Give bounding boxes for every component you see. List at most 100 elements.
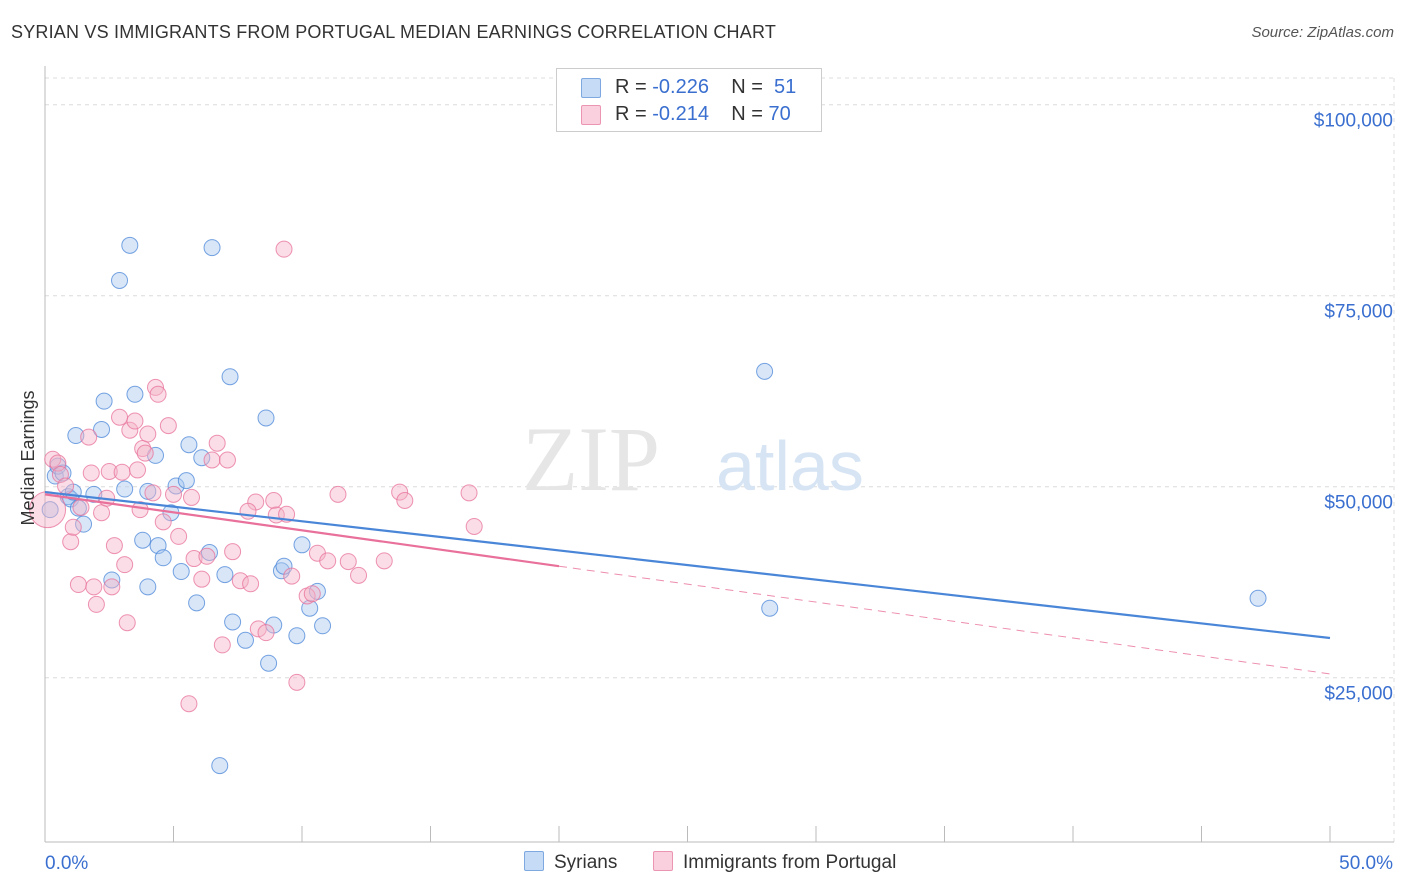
portugal-point	[139, 425, 157, 443]
syrian-point	[761, 599, 779, 617]
data-points	[29, 236, 1267, 775]
syrian-point	[67, 427, 85, 445]
portugal-point	[159, 417, 177, 435]
syrian-point	[126, 385, 144, 403]
portugal-point	[396, 491, 414, 509]
portugal-point	[62, 533, 80, 551]
portugal-point	[288, 673, 306, 691]
watermark-zip: ZIP	[522, 408, 660, 510]
y-tick-label: $75,000	[1324, 302, 1393, 323]
syrian-point	[154, 549, 172, 567]
portugal-point	[182, 488, 200, 506]
portugal-point	[283, 567, 301, 585]
watermark-atlas: atlas	[716, 427, 864, 505]
portugal-point	[154, 513, 172, 531]
portugal-point	[350, 566, 368, 584]
portugal-point	[257, 624, 275, 642]
portugal-point	[103, 578, 121, 596]
syrian-point	[216, 566, 234, 584]
portugal-point	[185, 550, 203, 568]
legend-r-label: R =	[615, 103, 647, 125]
portugal-point	[391, 483, 409, 501]
portugal-point	[82, 464, 100, 482]
portugal-point	[265, 491, 283, 509]
syrian-point	[272, 562, 290, 580]
portugal-point	[218, 451, 236, 469]
legend-n-value: 51	[774, 76, 797, 98]
portugal-point	[105, 537, 123, 555]
syrian-point	[221, 368, 239, 386]
portugal-point	[249, 620, 267, 638]
portugal-point	[198, 547, 216, 565]
syrian-point	[121, 236, 139, 254]
portugal-point	[129, 461, 147, 479]
portugal-point	[69, 576, 87, 594]
syrian-point	[172, 563, 190, 581]
portugal-point	[87, 595, 105, 613]
portugal-point	[208, 434, 226, 452]
tick-labels: $25,000 $50,000 $75,000 $100,000 0.0% 50.0%	[45, 111, 1393, 874]
syrian-point	[236, 631, 254, 649]
portugal-point	[147, 378, 165, 396]
portugal-point	[213, 636, 231, 654]
syrian-point	[756, 362, 774, 380]
portugal-point	[465, 517, 483, 535]
legend-r-value: -0.226	[652, 76, 709, 98]
portugal-point	[118, 614, 136, 632]
portugal-point	[165, 485, 182, 503]
syrian-point	[188, 594, 206, 612]
portugal-point	[100, 462, 118, 480]
source-label: Source: ZipAtlas.com	[1251, 24, 1394, 41]
x-tick-label-max: 50.0%	[1339, 853, 1393, 874]
portugal-point	[375, 552, 393, 570]
syrian-point	[139, 578, 157, 596]
portugal-point	[460, 484, 478, 502]
bottom-legend-label-portugal: Immigrants from Portugal	[683, 852, 897, 873]
portugal-point	[224, 543, 242, 561]
portugal-point	[80, 428, 98, 446]
portugal-point	[121, 421, 139, 439]
x-tick-label-min: 0.0%	[45, 853, 88, 874]
portugal-point	[144, 484, 162, 502]
syrian-point	[103, 571, 121, 589]
portugal-point	[329, 485, 347, 503]
portugal-point	[116, 556, 134, 574]
trend-lines	[44, 490, 1331, 675]
legend-r-label: R =	[615, 76, 647, 98]
portugal-point	[136, 444, 154, 462]
y-axis-label: Median Earnings	[18, 390, 38, 525]
y-tick-label: $50,000	[1324, 493, 1393, 514]
portugal-point	[93, 504, 111, 522]
syrian-point	[314, 617, 332, 635]
y-tick-label: $100,000	[1314, 111, 1393, 132]
portugal-point	[149, 385, 167, 403]
portugal-point	[275, 240, 293, 258]
portugal-point	[242, 575, 260, 593]
syrian-point	[54, 464, 72, 482]
syrian-point	[203, 239, 221, 257]
bottom-legend-portugal: Immigrants from Portugal	[653, 851, 896, 874]
portugal-point	[319, 552, 337, 570]
legend-swatch-portugal	[581, 105, 601, 125]
syrian-point	[260, 654, 278, 672]
portugal-point	[339, 553, 357, 571]
portugal-point	[57, 477, 75, 495]
portugal-point	[72, 498, 90, 516]
syrian-point	[211, 757, 229, 775]
y-tick-label: $25,000	[1324, 684, 1393, 705]
syrian-point	[193, 449, 211, 467]
legend-r-value: -0.214	[652, 103, 709, 125]
syrian-point	[93, 420, 111, 438]
portugal-trend-line	[44, 493, 560, 568]
bottom-legend-label-syrians: Syrians	[554, 852, 618, 873]
portugal-point	[203, 451, 221, 469]
portugal-point	[111, 408, 129, 426]
portugal-point	[303, 585, 321, 603]
syrian-point	[288, 627, 306, 645]
syrian-point	[257, 409, 275, 427]
bottom-legend-swatch-syrians	[524, 851, 544, 871]
syrian-point	[177, 472, 195, 490]
portugal-point	[180, 695, 198, 713]
portugal-point	[64, 518, 82, 536]
